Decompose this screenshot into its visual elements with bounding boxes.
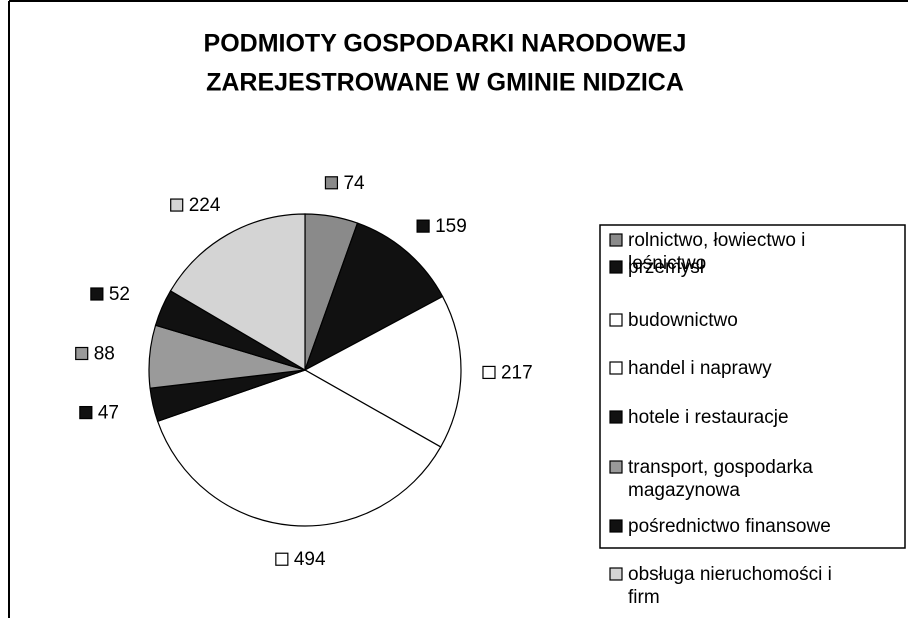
pie-slice xyxy=(156,369,442,527)
data-label: 494 xyxy=(294,549,326,570)
data-label: 74 xyxy=(343,173,365,194)
label-marker xyxy=(90,287,104,301)
data-label: 47 xyxy=(98,403,119,424)
pie-slice xyxy=(303,222,444,372)
legend-marker xyxy=(609,313,623,327)
legend-marker xyxy=(609,410,623,424)
label-marker xyxy=(79,405,93,420)
label-marker xyxy=(482,365,496,380)
legend-marker xyxy=(609,233,623,247)
pie-slice xyxy=(303,295,462,448)
label-marker xyxy=(324,176,339,190)
chart-title: ZAREJESTROWANE W GMINIE NIDZICA xyxy=(206,69,684,97)
legend-label: budownictwo xyxy=(628,310,738,331)
legend-label: obsługa nieruchomości i firm xyxy=(628,564,832,608)
data-label: 88 xyxy=(94,344,115,365)
data-label: 159 xyxy=(435,216,467,237)
legend-label: transport, gospodarka magazynowa xyxy=(628,457,813,501)
data-label: 224 xyxy=(189,195,221,216)
label-marker xyxy=(75,346,89,361)
legend-label: pośrednictwo finansowe xyxy=(628,516,831,537)
legend-marker xyxy=(609,519,623,533)
legend-box xyxy=(599,224,906,549)
legend-marker xyxy=(609,460,623,474)
legend-marker xyxy=(609,361,623,375)
legend-label: hotele i restauracje xyxy=(628,407,789,428)
chart-title: PODMIOTY GOSPODARKI NARODOWEJ xyxy=(204,30,687,58)
legend-label: handel i naprawy xyxy=(628,358,772,379)
data-label: 217 xyxy=(501,362,533,383)
label-marker xyxy=(275,552,289,566)
legend-marker xyxy=(609,567,623,581)
label-marker xyxy=(170,198,184,212)
legend-marker xyxy=(609,260,623,274)
data-label: 52 xyxy=(109,284,130,305)
legend-label: rolnictwo, łowiectwo i leśnictwo xyxy=(628,230,805,274)
legend-label: przemysł xyxy=(628,257,705,278)
label-marker xyxy=(416,219,430,233)
pie-slice xyxy=(169,213,306,372)
